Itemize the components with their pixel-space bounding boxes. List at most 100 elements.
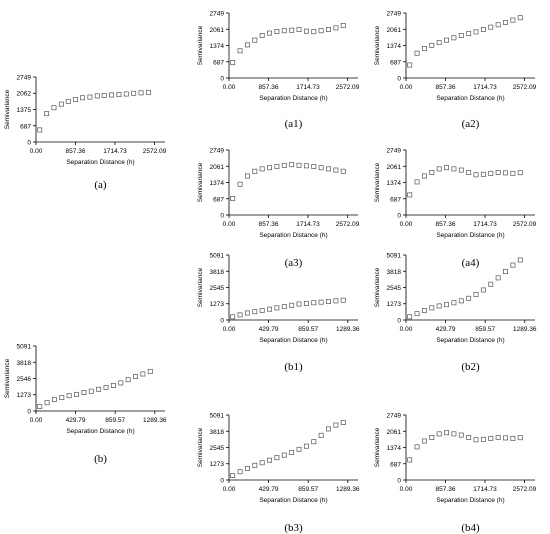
data-point bbox=[81, 390, 87, 395]
data-point bbox=[118, 380, 124, 386]
y-tick-label: 687 bbox=[390, 461, 401, 468]
chart-panel: 0 1273 2545 3818 5091 0.00 429.79 859.57 1289.36… bbox=[370, 242, 540, 374]
data-point bbox=[407, 192, 413, 198]
data-point bbox=[274, 28, 280, 34]
y-tick-label: 2545 bbox=[210, 285, 225, 292]
panel-caption: (b2) bbox=[461, 361, 480, 373]
data-point bbox=[74, 391, 79, 397]
x-axis-label: Separation Distance (h) bbox=[436, 232, 504, 239]
data-point bbox=[87, 94, 93, 100]
panel-caption: (a3) bbox=[284, 257, 303, 269]
x-tick-label: 1714.73 bbox=[296, 221, 320, 228]
data-point bbox=[296, 446, 302, 452]
x-axis-label: Separation Distance (h) bbox=[259, 337, 327, 344]
data-point bbox=[488, 24, 494, 30]
y-tick-label: 5091 bbox=[387, 253, 402, 260]
x-tick-label: 2572.09 bbox=[336, 221, 360, 228]
semivariogram-plot: 0 687 1374 2061 2749 0.00 857.36 1714.73 2572.09… bbox=[374, 11, 537, 103]
x-tick-label: 859.57 bbox=[298, 326, 318, 333]
data-point bbox=[66, 393, 72, 399]
data-point bbox=[510, 17, 516, 23]
data-point bbox=[311, 164, 317, 169]
data-point bbox=[37, 127, 43, 133]
y-tick-label: 687 bbox=[213, 59, 224, 66]
data-point bbox=[495, 275, 501, 281]
data-point bbox=[444, 430, 449, 436]
y-tick-label: 2749 bbox=[17, 75, 32, 82]
y-tick-label: 3818 bbox=[210, 429, 225, 436]
data-point bbox=[37, 404, 43, 409]
data-point bbox=[407, 62, 413, 68]
data-point bbox=[281, 28, 287, 34]
data-point bbox=[252, 462, 258, 468]
data-point bbox=[517, 15, 523, 21]
data-point bbox=[466, 295, 472, 301]
x-tick-label: 1289.36 bbox=[336, 486, 360, 493]
y-tick-label: 2545 bbox=[210, 445, 225, 452]
data-point bbox=[133, 374, 138, 379]
data-point bbox=[230, 473, 236, 478]
x-tick-label: 1289.36 bbox=[336, 326, 360, 333]
data-point bbox=[466, 434, 472, 440]
data-point bbox=[267, 30, 272, 36]
data-point bbox=[237, 312, 243, 318]
y-tick-label: 2546 bbox=[17, 376, 32, 383]
x-tick-label: 2572.09 bbox=[513, 221, 537, 228]
data-point bbox=[44, 400, 50, 406]
data-point bbox=[318, 165, 324, 171]
data-point bbox=[259, 460, 265, 466]
data-point bbox=[340, 297, 346, 303]
y-axis-label: Semivariance bbox=[4, 358, 11, 398]
y-tick-label: 0 bbox=[27, 140, 31, 147]
semivariogram-plot: 0 687 1375 2062 2749 0.00 857.36 1714.73 2572.09… bbox=[4, 75, 167, 167]
data-point bbox=[421, 307, 427, 313]
data-point bbox=[444, 165, 449, 171]
y-tick-label: 2061 bbox=[210, 164, 225, 171]
data-point bbox=[281, 304, 287, 310]
semivariogram-plot: 0 1273 2546 3818 5091 0.00 429.79 859.57 1289.36… bbox=[4, 344, 167, 436]
data-point bbox=[326, 299, 331, 304]
data-point bbox=[414, 444, 420, 450]
data-point bbox=[458, 32, 464, 38]
x-tick-label: 1289.36 bbox=[513, 326, 537, 333]
panel-caption: (b1) bbox=[284, 361, 303, 373]
x-tick-label: 0.00 bbox=[30, 417, 43, 424]
y-axis-label: Semivariance bbox=[197, 427, 204, 467]
y-tick-label: 1273 bbox=[17, 392, 32, 399]
data-point bbox=[451, 431, 457, 437]
data-point bbox=[289, 27, 295, 33]
data-point bbox=[333, 167, 339, 173]
data-point bbox=[458, 432, 464, 438]
data-point bbox=[289, 302, 295, 308]
data-point bbox=[244, 466, 250, 471]
x-tick-label: 0.00 bbox=[30, 148, 43, 155]
data-point bbox=[138, 90, 144, 96]
data-point bbox=[303, 300, 309, 306]
chart-panel: 0 1273 2545 3818 5091 0.00 429.79 859.57 1289.36… bbox=[193, 242, 363, 374]
data-point bbox=[488, 435, 494, 441]
data-point bbox=[244, 310, 250, 316]
data-point bbox=[109, 92, 115, 98]
data-point bbox=[116, 92, 122, 97]
y-tick-label: 687 bbox=[390, 196, 401, 203]
data-point bbox=[517, 257, 523, 263]
y-axis-label: Semivariance bbox=[374, 267, 381, 307]
x-tick-label: 429.79 bbox=[259, 326, 279, 333]
x-tick-label: 0.00 bbox=[223, 326, 236, 333]
data-point bbox=[480, 436, 486, 442]
x-tick-label: 859.57 bbox=[298, 486, 318, 493]
data-point bbox=[503, 19, 508, 25]
x-tick-label: 0.00 bbox=[223, 84, 236, 91]
data-point bbox=[125, 377, 131, 383]
x-tick-label: 2572.09 bbox=[336, 84, 360, 91]
chart-panel: 0 687 1375 2062 2749 0.00 857.36 1714.73 2572.09… bbox=[0, 64, 170, 194]
chart-panel: 0 1273 2546 3818 5091 0.00 429.79 859.57 1289.36… bbox=[0, 333, 170, 466]
semivariogram-plot: 0 687 1374 2061 2749 0.00 857.36 1714.73 2572.09… bbox=[197, 11, 360, 103]
data-point bbox=[80, 95, 85, 101]
data-point bbox=[340, 23, 346, 28]
data-point bbox=[517, 435, 523, 441]
data-point bbox=[318, 432, 324, 438]
data-point bbox=[495, 169, 501, 175]
data-point bbox=[510, 262, 516, 268]
data-point bbox=[311, 300, 317, 306]
